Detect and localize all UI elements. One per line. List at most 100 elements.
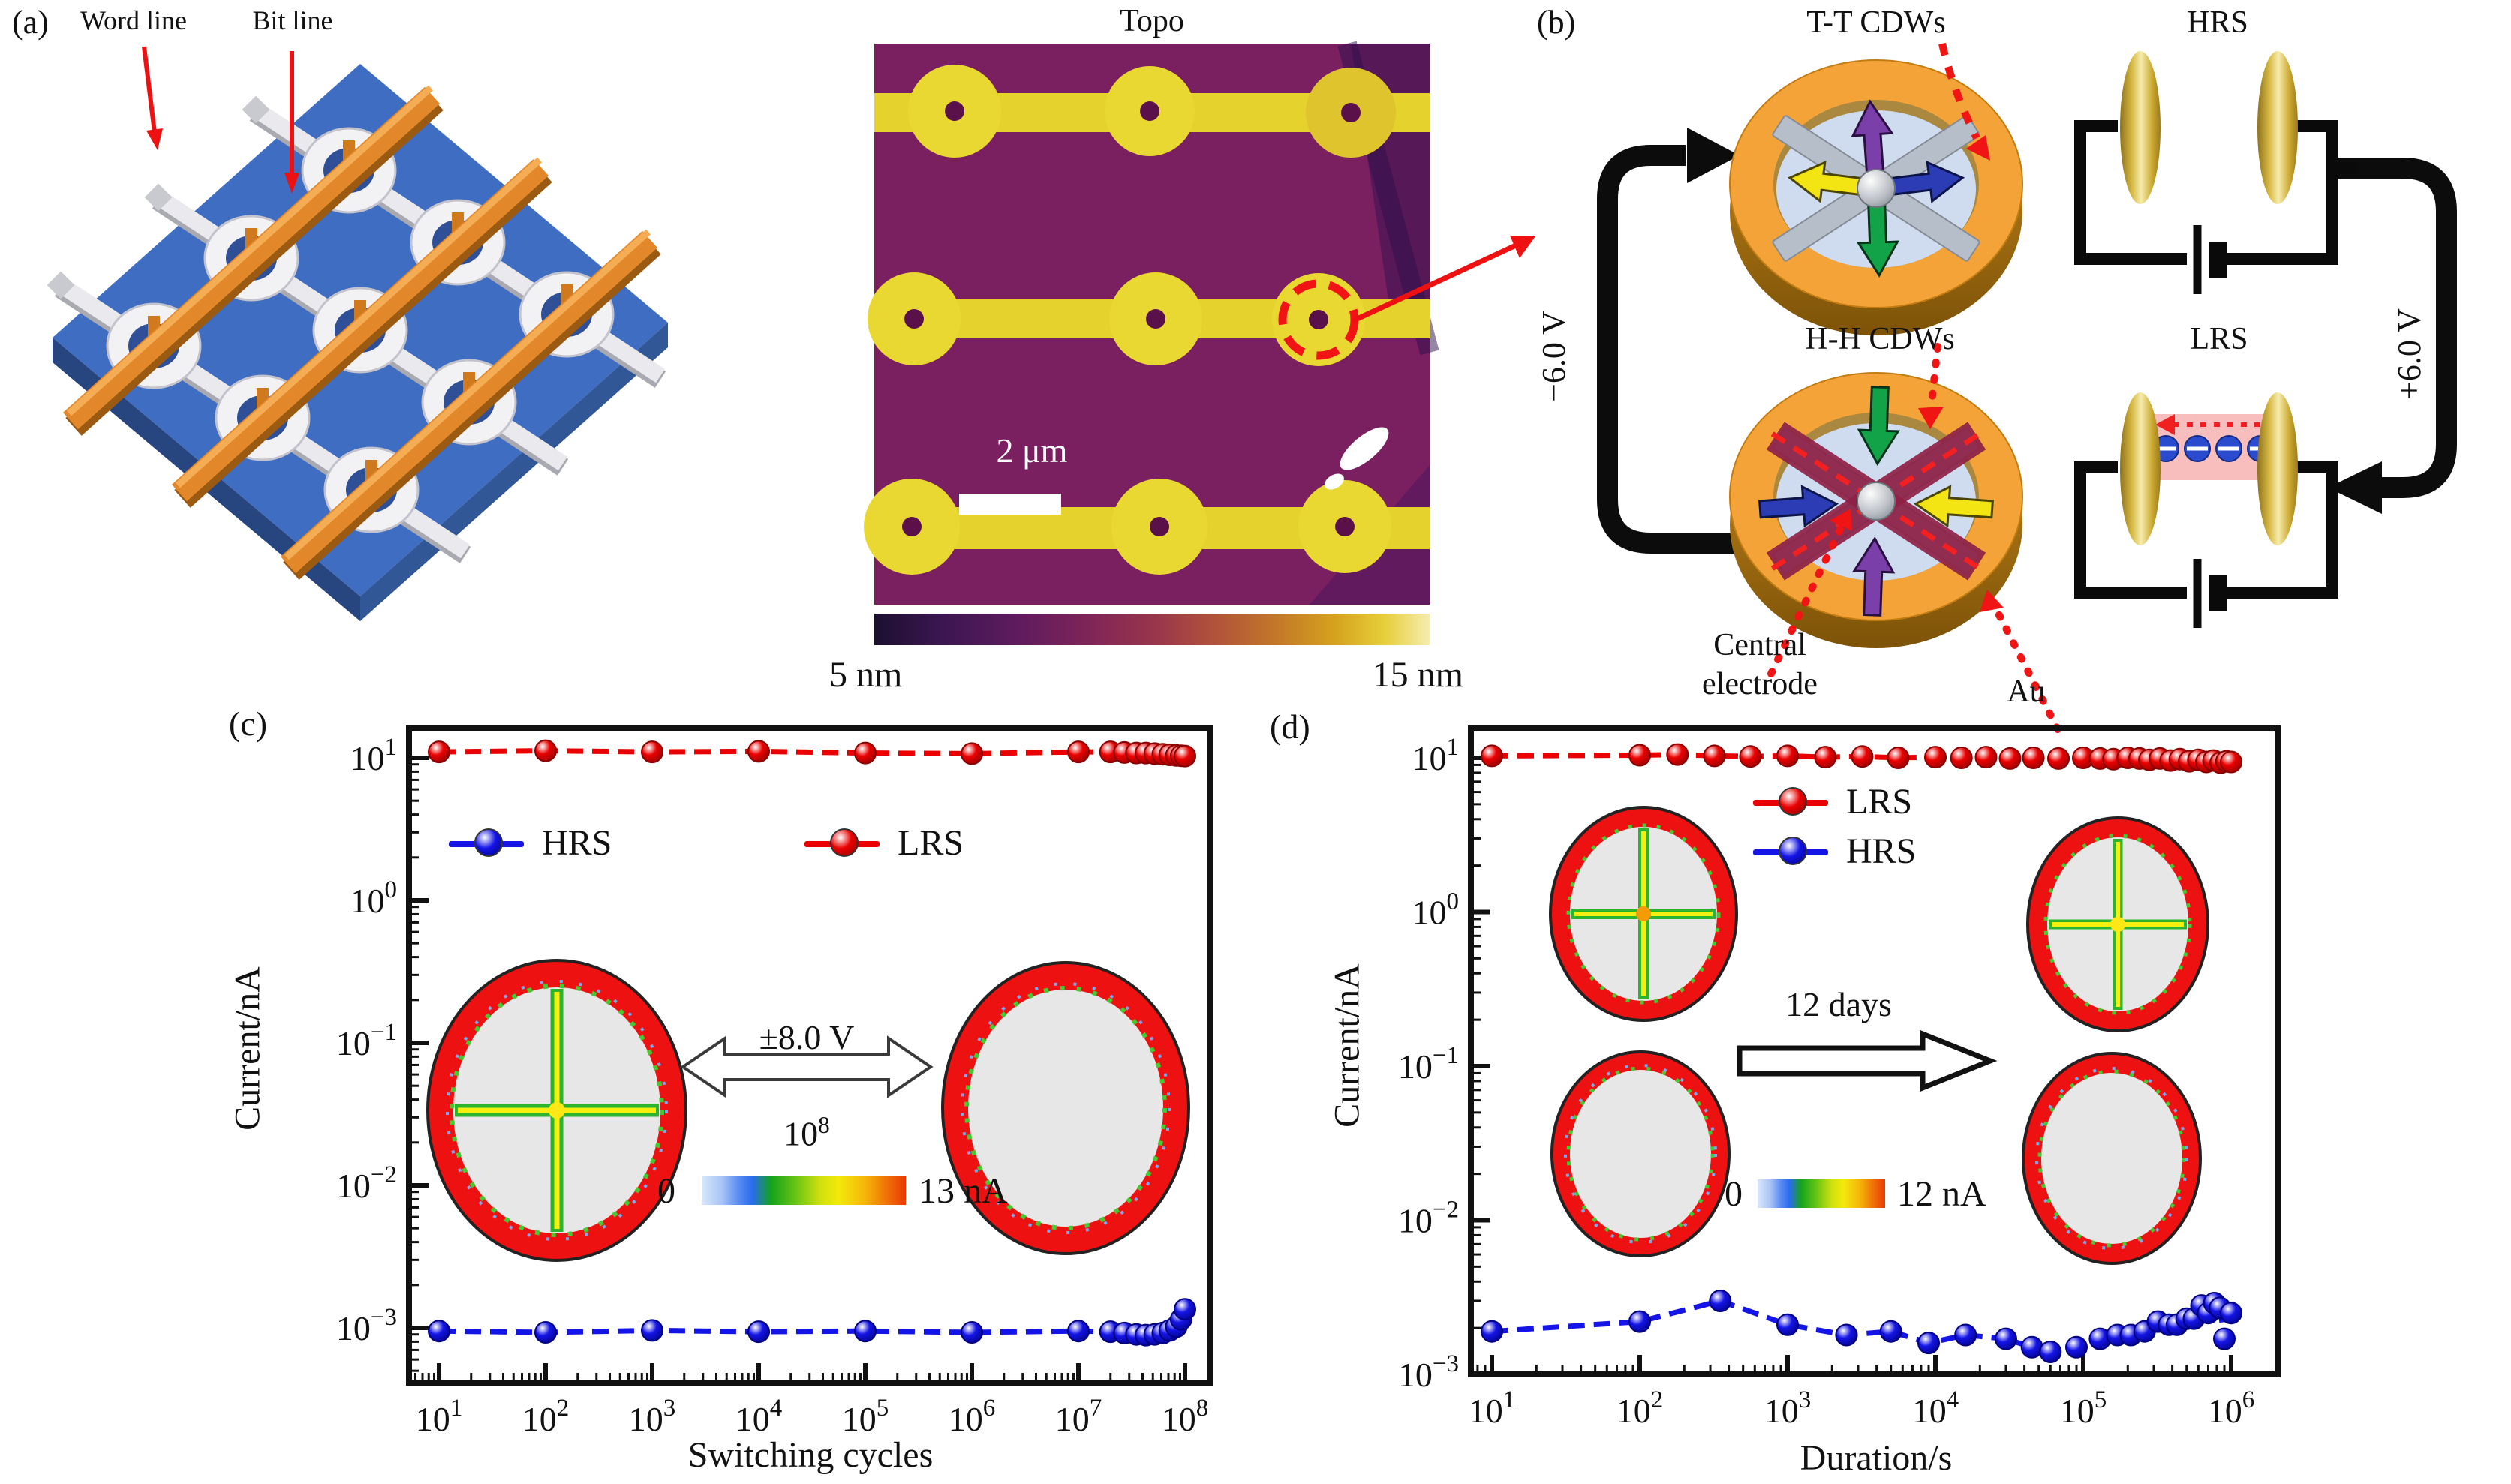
data-point-lrs bbox=[1067, 740, 1090, 764]
panel-c-insets bbox=[426, 959, 1190, 1262]
data-point-lrs bbox=[1924, 746, 1947, 769]
data-point-lrs bbox=[1776, 744, 1799, 768]
chart-c-y-axis-label: Current/nA bbox=[227, 966, 268, 1131]
data-point-lrs bbox=[2209, 751, 2233, 774]
data-point-lrs bbox=[2149, 747, 2172, 770]
data-point-hrs bbox=[1067, 1320, 1090, 1343]
polarization-arrow-up bbox=[1849, 98, 1896, 181]
data-point-hrs bbox=[2220, 1302, 2242, 1325]
data-point-lrs bbox=[2116, 747, 2140, 769]
topo-title: Topo bbox=[1120, 4, 1184, 38]
y-tick-label: 10−2 bbox=[1398, 1197, 1459, 1240]
data-point-lrs bbox=[1628, 744, 1651, 767]
switching-voltage-annotation: ±8.0 V bbox=[759, 1018, 855, 1056]
data-point-lrs bbox=[1165, 744, 1188, 767]
central-electrode-label-line2: electrode bbox=[1702, 667, 1818, 701]
x-tick-label: 102 bbox=[522, 1395, 570, 1438]
y-tick-label: 100 bbox=[350, 876, 398, 920]
tt-pointer-dashed-arrow bbox=[1938, 42, 1980, 140]
switching-mechanism-schematic bbox=[1597, 42, 2457, 733]
cycle-count-annotation: 108 bbox=[750, 1112, 863, 1153]
data-point-hrs bbox=[2039, 1341, 2062, 1363]
legend-label-lrs: LRS bbox=[898, 823, 964, 863]
tt-cdws-title: T-T CDWs bbox=[1806, 5, 1946, 40]
inset-current-map-lrs bbox=[426, 959, 687, 1262]
data-point-lrs bbox=[534, 739, 557, 762]
polarization-arrow-left bbox=[1786, 157, 1869, 208]
series-lrs bbox=[1481, 743, 2242, 774]
data-point-hrs bbox=[534, 1321, 557, 1344]
data-point-lrs bbox=[1481, 744, 1503, 768]
x-tick-label: 104 bbox=[1912, 1386, 1959, 1430]
data-point-hrs bbox=[428, 1320, 450, 1343]
polarization-arrow-inward-bottom bbox=[1851, 536, 1896, 617]
data-point-lrs bbox=[2168, 747, 2191, 771]
data-point-lrs bbox=[2195, 750, 2218, 774]
series-lrs-line bbox=[438, 748, 1186, 759]
data-point-hrs bbox=[1169, 1308, 1192, 1331]
data-point-lrs bbox=[1851, 745, 1874, 768]
au-label: Au bbox=[2007, 674, 2046, 709]
polarization-arrow-inward-top bbox=[1857, 385, 1901, 466]
data-point-hrs bbox=[2106, 1323, 2129, 1347]
data-point-hrs bbox=[1165, 1315, 1188, 1338]
scale-bar-label: 2 μm bbox=[996, 431, 1068, 470]
data-point-hrs bbox=[961, 1321, 983, 1344]
data-point-hrs bbox=[2182, 1307, 2206, 1330]
topo-colorbar-max: 15 nm bbox=[1372, 655, 1463, 695]
conducting-channel bbox=[2148, 414, 2265, 480]
data-point-lrs bbox=[2102, 747, 2125, 771]
x-tick-label: 103 bbox=[1764, 1386, 1812, 1430]
data-point-lrs bbox=[2138, 748, 2161, 771]
data-point-lrs bbox=[1174, 744, 1196, 768]
central-electrode-sphere bbox=[1857, 169, 1896, 208]
data-point-lrs bbox=[1151, 743, 1174, 766]
data-point-lrs bbox=[1974, 746, 1998, 769]
x-tick-label: 105 bbox=[2060, 1386, 2107, 1430]
data-point-lrs bbox=[1169, 744, 1192, 768]
chart-d-axes bbox=[1468, 725, 2281, 1377]
topo-dark-corner bbox=[1310, 465, 1430, 605]
x-tick-label: 102 bbox=[1616, 1386, 1664, 1430]
data-point-lrs bbox=[1814, 746, 1837, 769]
data-point-lrs bbox=[1143, 742, 1166, 765]
y-tick-label: 10−3 bbox=[1398, 1350, 1459, 1394]
platform-right-face bbox=[360, 323, 668, 621]
data-point-hrs bbox=[641, 1319, 663, 1342]
data-point-lrs bbox=[2159, 749, 2182, 772]
y-tick-label: 10−2 bbox=[336, 1161, 397, 1205]
data-point-lrs bbox=[641, 740, 663, 764]
data-point-hrs bbox=[2020, 1335, 2043, 1359]
data-point-lrs bbox=[2178, 750, 2201, 773]
x-tick-label: 106 bbox=[949, 1395, 996, 1438]
hh-cdws-title: H-H CDWs bbox=[1805, 322, 1955, 356]
data-point-lrs bbox=[1099, 740, 1122, 764]
scale-bar bbox=[959, 494, 1061, 515]
y-tick-label: 10−1 bbox=[1398, 1042, 1459, 1086]
charged-domain-wall-blade bbox=[1766, 422, 1986, 581]
data-point-hrs bbox=[2119, 1323, 2143, 1347]
data-point-lrs bbox=[2072, 747, 2095, 769]
y-tick-label: 101 bbox=[1412, 734, 1460, 777]
data-point-hrs bbox=[1954, 1323, 1977, 1347]
series-hrs bbox=[428, 1298, 1196, 1347]
gold-electrode bbox=[2257, 392, 2298, 545]
data-point-hrs bbox=[2203, 1292, 2226, 1314]
y-tick-label: 10−3 bbox=[336, 1304, 397, 1347]
x-tick-label: 106 bbox=[2208, 1386, 2255, 1430]
gold-electrode bbox=[2120, 392, 2161, 545]
memory-ring-cells bbox=[106, 127, 615, 533]
data-point-hrs bbox=[2158, 1313, 2181, 1336]
data-point-lrs bbox=[2128, 747, 2151, 770]
gold-electrode bbox=[2120, 51, 2161, 204]
x-tick-label: 103 bbox=[629, 1395, 676, 1438]
series-lrs-line bbox=[1491, 752, 2232, 765]
electrode-pillars bbox=[148, 140, 573, 493]
polarization-arrow-right bbox=[1883, 157, 1966, 208]
data-point-hrs bbox=[1995, 1327, 2017, 1350]
data-point-lrs bbox=[854, 741, 877, 765]
y-tick-label: 101 bbox=[350, 734, 398, 777]
set-arrow-minus6v bbox=[1597, 128, 1740, 554]
data-point-hrs bbox=[2213, 1327, 2236, 1350]
data-point-hrs bbox=[1917, 1332, 1940, 1355]
